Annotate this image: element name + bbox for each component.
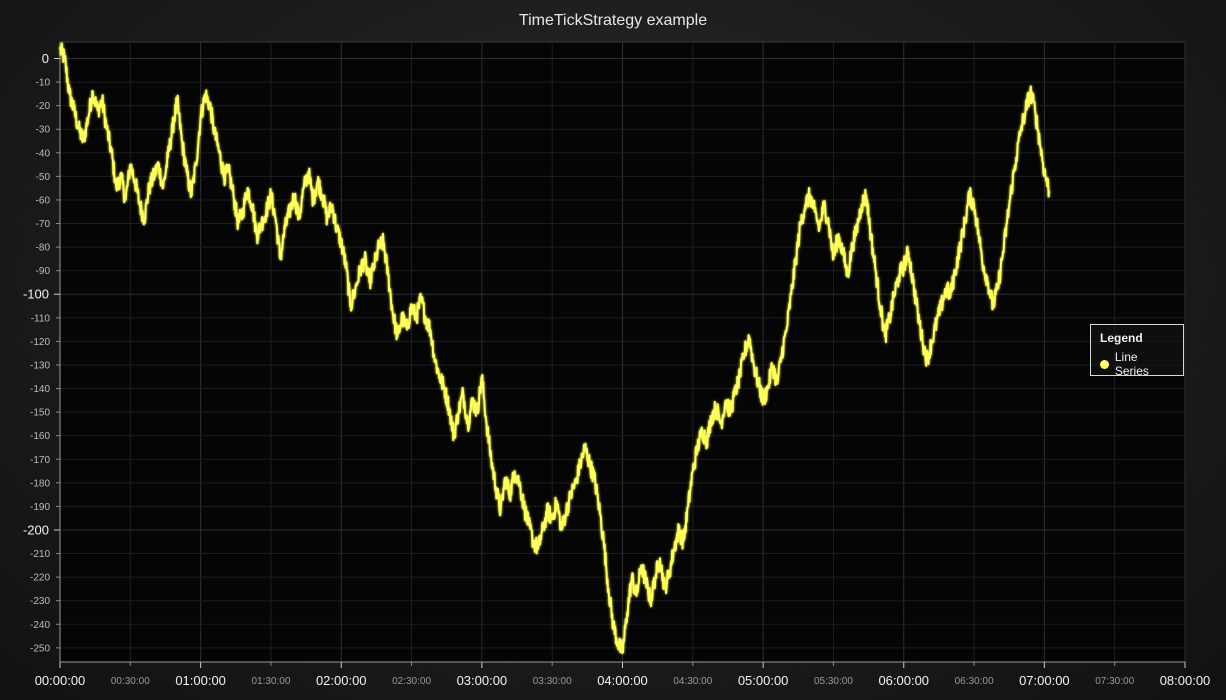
x-minor-tick-label: 07:30:00 (1095, 676, 1134, 687)
chart-title: TimeTickStrategy example (518, 12, 708, 29)
series-line-line-series[interactable] (59, 42, 1051, 654)
x-minor-tick-label: 06:30:00 (955, 676, 994, 687)
y-minor-tick-label: -130 (30, 360, 50, 371)
x-minor-tick-label: 04:30:00 (673, 676, 712, 687)
y-minor-tick-label: -180 (30, 478, 50, 489)
y-minor-tick-label: -40 (36, 148, 51, 159)
y-minor-tick-label: -120 (30, 337, 50, 348)
y-minor-tick-label: -240 (30, 620, 50, 631)
x-minor-tick-label: 00:30:00 (111, 676, 150, 687)
y-minor-tick-label: -250 (30, 643, 50, 654)
x-tick-label: 05:00:00 (738, 673, 789, 688)
x-tick-label: 06:00:00 (878, 673, 929, 688)
y-tick-label: -100 (23, 287, 49, 302)
legend-swatch-icon (1100, 359, 1109, 369)
x-tick-label: 03:00:00 (457, 673, 508, 688)
y-minor-tick-label: -140 (30, 384, 50, 395)
y-minor-tick-label: -230 (30, 596, 50, 607)
y-minor-tick-label: -50 (36, 172, 51, 183)
y-axis: 0 -100 -200 -10 -20 -30 -40 -50 -60 -70 -80 -90 -110… (23, 42, 61, 662)
x-tick-label: 00:00:00 (35, 673, 86, 688)
legend-title: Legend (1100, 331, 1143, 345)
y-minor-tick-label: -70 (36, 219, 51, 230)
series-layer (59, 42, 1051, 654)
y-minor-tick-label: -170 (30, 455, 50, 466)
legend-entry-line-series[interactable]: Line Series (1100, 350, 1174, 378)
x-tick-label: 07:00:00 (1019, 673, 1070, 688)
y-minor-tick-label: -190 (30, 502, 50, 513)
y-minor-tick-label: -150 (30, 408, 50, 419)
legend-entry-label: Line Series (1114, 350, 1149, 378)
x-tick-label: 08:00:00 (1160, 673, 1211, 688)
y-minor-tick-label: -30 (36, 125, 51, 136)
y-minor-tick-label: -90 (36, 266, 51, 277)
legend: Legend Line Series (1090, 324, 1184, 378)
y-minor-tick-label: -80 (36, 243, 51, 254)
y-minor-tick-label: -110 (31, 313, 51, 324)
y-tick-label: 0 (42, 51, 49, 66)
y-minor-tick-label: -220 (30, 573, 50, 584)
x-tick-label: 02:00:00 (316, 673, 367, 688)
y-tick-label: -200 (23, 522, 49, 537)
y-minor-tick-label: -20 (36, 101, 51, 112)
x-tick-label: 01:00:00 (175, 673, 226, 688)
x-tick-label: 04:00:00 (597, 673, 648, 688)
grid-lines (59, 42, 1186, 662)
x-minor-tick-label: 02:30:00 (392, 676, 431, 687)
x-minor-tick-label: 03:30:00 (533, 676, 572, 687)
y-minor-tick-label: -60 (36, 195, 51, 206)
x-minor-tick-label: 05:30:00 (814, 676, 853, 687)
y-minor-tick-label: -10 (36, 78, 51, 89)
y-minor-tick-label: -160 (30, 431, 50, 442)
x-axis: 00:00:00 01:00:00 02:00:00 03:00:00 04:00:00… (35, 661, 1211, 688)
y-minor-tick-label: -210 (30, 549, 50, 560)
x-minor-tick-label: 01:30:00 (251, 676, 290, 687)
